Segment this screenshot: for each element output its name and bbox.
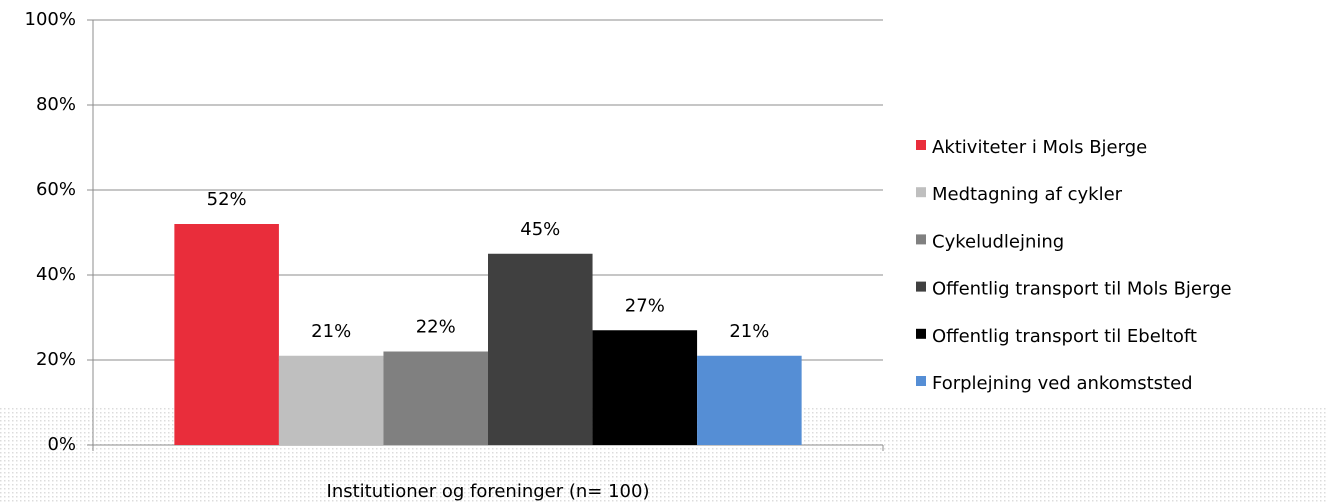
y-tick-label: 40%	[36, 264, 76, 285]
y-tick-label: 0%	[47, 434, 76, 455]
legend-label: Cykeludlejning	[932, 231, 1064, 252]
y-tick-label: 60%	[36, 179, 76, 200]
y-tick-label: 20%	[36, 349, 76, 370]
legend-label: Offentlig transport til Ebeltoft	[932, 326, 1197, 347]
bar	[174, 224, 279, 445]
legend-swatch	[916, 328, 926, 339]
data-label: 52%	[207, 189, 247, 210]
legend-swatch	[916, 140, 926, 150]
legend-label: Medtagning af cykler	[932, 184, 1123, 205]
data-label: 22%	[416, 317, 456, 338]
legend-swatch	[916, 187, 926, 198]
legend-label: Offentlig transport til Mols Bjerge	[932, 279, 1232, 300]
legend-label: Forplejning ved ankomststed	[932, 373, 1193, 394]
legend-swatch	[916, 234, 926, 245]
data-label: 27%	[625, 295, 665, 316]
bar	[592, 330, 698, 445]
x-tick-label: Institutioner og foreninger (n= 100)	[327, 481, 650, 502]
data-label: 21%	[729, 321, 769, 342]
y-tick-label: 100%	[25, 9, 76, 30]
legend-swatch	[916, 281, 926, 292]
data-label: 45%	[520, 219, 560, 240]
legend-label: Aktiviteter i Mols Bjerge	[932, 137, 1147, 158]
y-tick-label: 80%	[36, 94, 76, 115]
bar	[697, 355, 802, 445]
data-label: 21%	[311, 321, 351, 342]
bar	[488, 253, 593, 445]
bar	[383, 351, 488, 445]
bar	[278, 355, 384, 445]
legend-swatch	[916, 376, 926, 386]
